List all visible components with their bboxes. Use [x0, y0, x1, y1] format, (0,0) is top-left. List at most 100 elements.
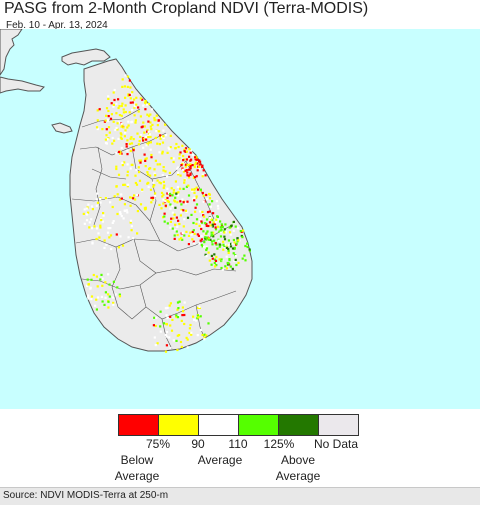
anomaly-pixel: [109, 227, 112, 230]
anomaly-pixel: [124, 96, 127, 99]
anomaly-pixel: [151, 123, 154, 126]
anomaly-pixel: [181, 167, 184, 170]
date-range: Feb. 10 - Apr. 13, 2024: [6, 20, 108, 31]
mannar-island: [51, 122, 73, 134]
anomaly-pixel: [105, 114, 108, 117]
anomaly-pixel: [206, 197, 209, 201]
anomaly-pixel: [145, 144, 148, 147]
anomaly-pixel: [101, 300, 104, 303]
anomaly-pixel: [182, 154, 185, 158]
anomaly-pixel: [143, 153, 146, 156]
anomaly-pixel: [119, 213, 122, 216]
anomaly-pixel: [134, 174, 137, 177]
anomaly-pixel: [108, 236, 111, 239]
legend-tick-125: 125%: [263, 437, 295, 451]
anomaly-pixel: [88, 226, 91, 229]
anomaly-pixel: [182, 225, 185, 228]
anomaly-pixel: [181, 168, 185, 171]
anomaly-pixel: [104, 119, 107, 122]
anomaly-pixel: [165, 335, 168, 338]
anomaly-pixel: [236, 237, 239, 240]
anomaly-pixel: [161, 195, 164, 198]
anomaly-pixel: [169, 203, 172, 206]
anomaly-pixel: [193, 165, 196, 169]
legend-tick-90: 90: [191, 437, 205, 451]
anomaly-pixel: [163, 184, 166, 187]
anomaly-pixel: [159, 310, 162, 313]
anomaly-pixel: [90, 298, 93, 301]
anomaly-pixel: [195, 158, 198, 161]
anomaly-pixel: [194, 206, 197, 209]
anomaly-pixel: [216, 219, 219, 222]
anomaly-pixel: [118, 105, 121, 108]
anomaly-pixel: [123, 135, 126, 138]
anomaly-pixel: [96, 119, 99, 122]
anomaly-pixel: [200, 227, 203, 231]
anomaly-pixel: [206, 230, 209, 233]
anomaly-pixel: [177, 219, 180, 222]
anomaly-pixel: [162, 135, 165, 138]
legend-swatch-slightly-below: [159, 415, 199, 435]
anomaly-pixel: [95, 204, 98, 207]
anomaly-pixel: [129, 149, 132, 153]
anomaly-pixel: [175, 192, 178, 195]
anomaly-pixel: [134, 181, 137, 185]
anomaly-pixel: [185, 158, 188, 161]
anomaly-pixel: [186, 174, 189, 177]
anomaly-pixel: [117, 150, 121, 154]
anomaly-pixel: [99, 198, 102, 201]
anomaly-pixel: [185, 169, 188, 172]
anomaly-pixel: [115, 152, 118, 155]
anomaly-pixel: [115, 102, 118, 105]
anomaly-pixel: [219, 226, 222, 229]
anomaly-pixel: [99, 278, 102, 281]
anomaly-pixel: [131, 101, 134, 104]
anomaly-pixel: [171, 227, 174, 230]
anomaly-pixel: [210, 240, 214, 243]
anomaly-pixel: [144, 101, 147, 104]
anomaly-pixel: [131, 108, 134, 112]
anomaly-pixel: [214, 226, 217, 229]
anomaly-pixel: [127, 120, 130, 123]
anomaly-pixel: [174, 180, 177, 183]
anomaly-pixel: [139, 115, 142, 118]
anomaly-pixel: [186, 346, 189, 349]
anomaly-pixel: [205, 224, 208, 227]
anomaly-pixel: [190, 331, 193, 334]
anomaly-pixel: [149, 135, 152, 139]
anomaly-pixel: [117, 173, 121, 176]
anomaly-pixel: [164, 204, 167, 207]
anomaly-pixel: [127, 124, 130, 127]
anomaly-pixel: [198, 242, 201, 245]
legend-tick-no-data: No Data: [313, 437, 359, 451]
anomaly-pixel: [232, 252, 235, 255]
anomaly-pixel: [178, 153, 181, 156]
anomaly-pixel: [149, 148, 152, 151]
anomaly-pixel: [126, 126, 129, 129]
anomaly-pixel: [224, 265, 227, 268]
anomaly-pixel: [101, 128, 104, 131]
anomaly-pixel: [216, 215, 219, 218]
anomaly-pixel: [87, 294, 90, 297]
anomaly-pixel: [203, 336, 206, 339]
anomaly-pixel: [171, 211, 174, 214]
anomaly-pixel: [135, 168, 138, 172]
anomaly-pixel: [99, 224, 102, 227]
anomaly-pixel: [177, 191, 180, 194]
anomaly-pixel: [196, 162, 199, 165]
anomaly-pixel: [162, 136, 165, 139]
anomaly-pixel: [166, 196, 169, 200]
anomaly-pixel: [205, 218, 209, 221]
anomaly-pixel: [219, 235, 223, 238]
anomaly-pixel: [122, 111, 125, 114]
anomaly-pixel: [234, 255, 237, 258]
anomaly-pixel: [160, 191, 164, 194]
anomaly-pixel: [212, 231, 215, 234]
anomaly-pixel: [183, 179, 186, 182]
anomaly-pixel: [169, 302, 172, 305]
anomaly-pixel: [174, 229, 177, 232]
anomaly-pixel: [184, 163, 187, 166]
anomaly-pixel: [101, 277, 104, 280]
anomaly-pixel: [182, 159, 185, 162]
jaffna-peninsula: [61, 48, 111, 66]
